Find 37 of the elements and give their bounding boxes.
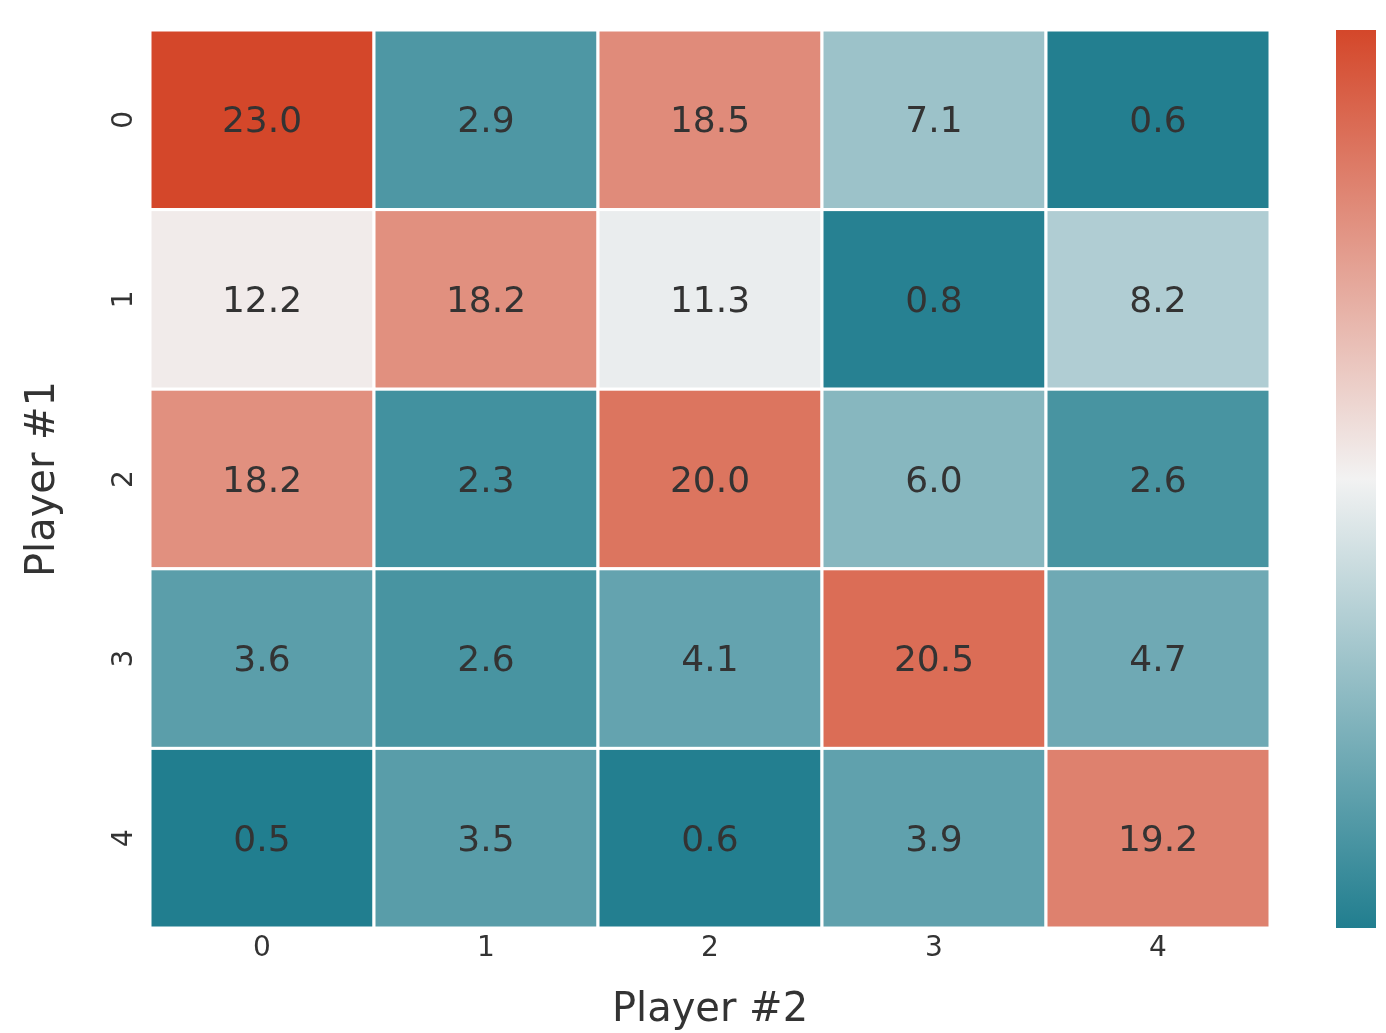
data-label: 19.2 — [1117, 817, 1199, 859]
x-tick-label: 2 — [701, 929, 719, 963]
data-label: 2.6 — [457, 638, 515, 680]
y-axis-title: Player #1 — [17, 380, 64, 578]
y-tick-label: 2 — [106, 470, 139, 488]
data-label: 6.0 — [905, 458, 963, 500]
data-label: 18.5 — [669, 99, 751, 141]
x-tick-label: 0 — [253, 929, 271, 963]
data-label: 4.1 — [681, 638, 739, 680]
data-label: 0.6 — [1129, 99, 1187, 141]
x-tick-label: 4 — [1149, 929, 1167, 963]
x-axis-title: Player #2 — [611, 984, 809, 1030]
data-label: 20.5 — [893, 638, 975, 680]
y-tick-label: 1 — [106, 290, 139, 309]
data-label: 3.5 — [457, 817, 515, 859]
x-tick-label: 3 — [925, 929, 943, 963]
data-label: 3.6 — [233, 638, 291, 680]
y-tick-label: 4 — [106, 829, 139, 848]
data-label: 23.0 — [221, 99, 303, 141]
data-label: 2.3 — [457, 458, 515, 500]
y-tick-label: 3 — [106, 649, 139, 668]
data-label: 0.6 — [681, 817, 739, 859]
data-label: 12.2 — [221, 278, 303, 320]
data-label: 20.0 — [669, 458, 751, 500]
data-label: 4.7 — [1129, 638, 1187, 680]
y-tick-label: 0 — [106, 110, 139, 129]
data-label: 7.1 — [905, 99, 963, 141]
data-label: 8.2 — [1129, 278, 1187, 320]
data-label: 18.2 — [221, 458, 303, 500]
x-tick-label: 1 — [477, 929, 495, 963]
data-label: 0.8 — [905, 278, 963, 320]
data-label: 0.5 — [233, 817, 291, 859]
data-label: 2.6 — [1129, 458, 1187, 500]
data-label: 3.9 — [905, 817, 963, 859]
data-label: 18.2 — [445, 278, 527, 320]
data-label: 2.9 — [457, 99, 515, 141]
data-label: 11.3 — [669, 278, 751, 320]
